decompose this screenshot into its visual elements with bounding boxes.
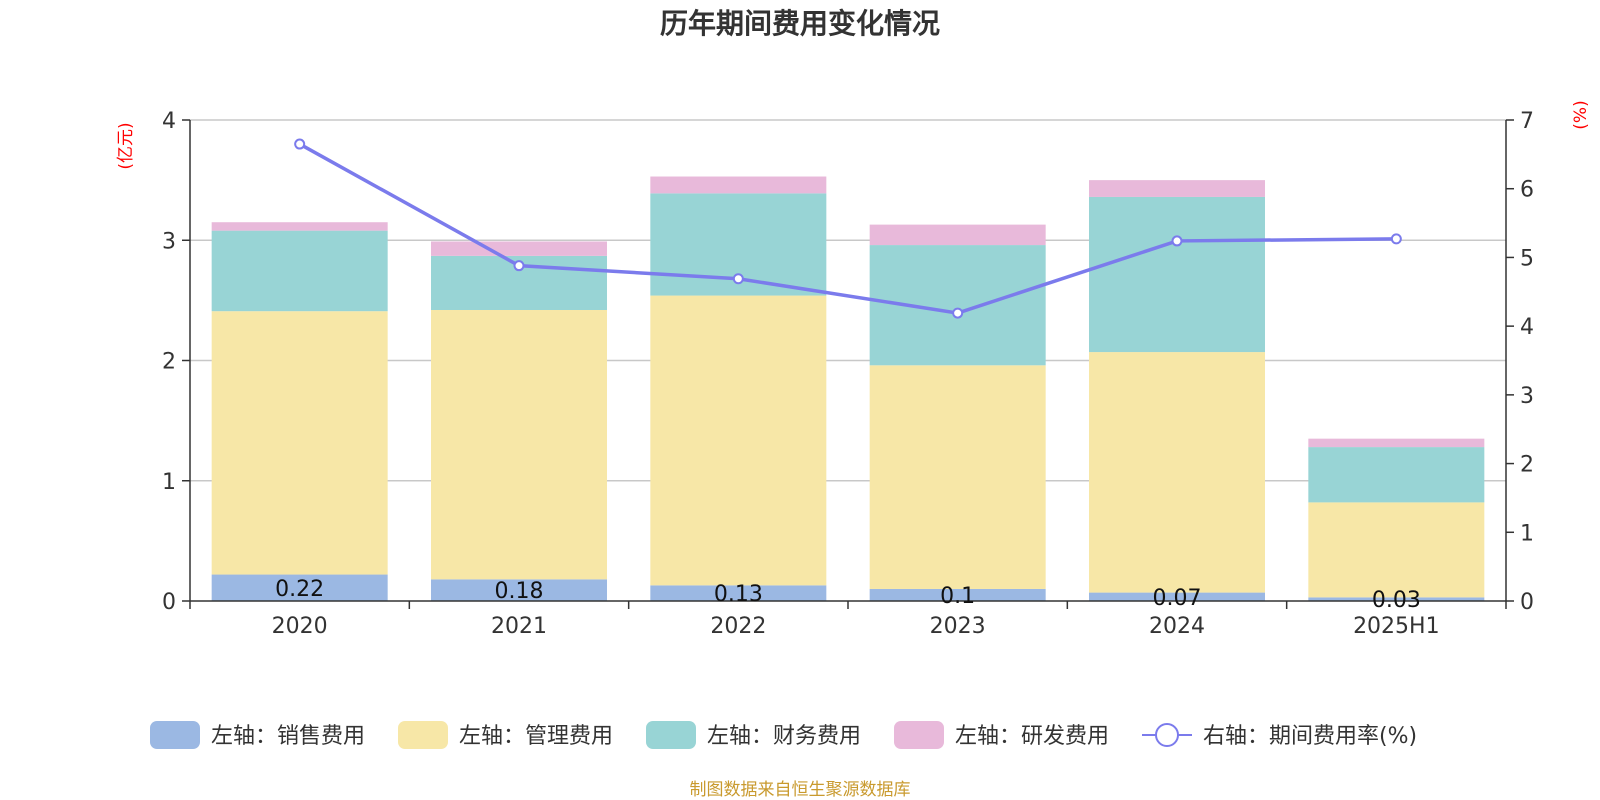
bar-segment (650, 585, 827, 601)
legend-label: 左轴：研发费用 (955, 724, 1109, 749)
right-tick-label: 3 (1520, 384, 1534, 409)
legend-swatch (894, 721, 944, 749)
x-tick-label: 2023 (930, 614, 986, 639)
x-tick-label: 2024 (1149, 614, 1205, 639)
bar-segment (869, 224, 1046, 246)
right-tick-label: 6 (1520, 178, 1534, 203)
left-tick-label: 2 (162, 350, 176, 375)
x-tick-label: 2022 (710, 614, 766, 639)
bar-segment (1089, 352, 1265, 593)
bar-data-label: 0.13 (714, 582, 763, 607)
bar-segment (1308, 447, 1485, 503)
x-tick-label: 2025H1 (1353, 614, 1440, 639)
right-tick-label: 5 (1520, 246, 1534, 271)
rate-point (294, 138, 306, 150)
legend-label: 左轴：财务费用 (707, 724, 861, 749)
legend-marker (1155, 723, 1179, 747)
bar-segment (1308, 502, 1485, 598)
right-tick-label: 4 (1520, 315, 1534, 340)
bar-data-label: 0.03 (1372, 588, 1421, 613)
rate-point (952, 307, 964, 319)
left-tick-label: 1 (162, 470, 176, 495)
rate-line-path (298, 142, 1397, 315)
legend: 左轴：销售费用 左轴：管理费用 左轴：财务费用 左轴：研发费用 右轴：期间费用率(%) (150, 721, 1417, 749)
rate-point (513, 260, 525, 272)
bar-segment (211, 574, 388, 601)
data-labels: 0.22 0.18 0.13 0.1 0.07 0.03 (275, 577, 1421, 613)
x-tick-label: 2021 (491, 614, 547, 639)
bar-data-label: 0.22 (275, 577, 324, 602)
right-axis-unit: (%) (1571, 100, 1591, 129)
bar-segment (431, 241, 607, 256)
gridlines (190, 119, 1506, 482)
right-tick-label: 0 (1520, 590, 1534, 615)
bar-segment (1089, 180, 1265, 197)
bars (211, 176, 1485, 601)
bar-segment (650, 176, 827, 194)
right-tick-label: 2 (1520, 453, 1534, 478)
left-axis-unit: (亿元) (116, 122, 136, 169)
legend-label: 左轴：管理费用 (459, 724, 613, 749)
bar-segment (1089, 196, 1265, 353)
legend-swatch (150, 721, 200, 749)
rate-point (732, 273, 744, 285)
bar-data-label: 0.18 (495, 579, 544, 604)
left-tick-label: 3 (162, 229, 176, 254)
bar-segment (211, 222, 388, 231)
rate-point (1171, 235, 1183, 247)
bar-segment (1308, 597, 1485, 601)
bar-segment (211, 230, 388, 312)
bar-data-label: 0.07 (1153, 586, 1202, 611)
rate-point (1390, 233, 1402, 245)
axes: 0 1 2 3 4 0 1 2 3 4 5 6 7 2020 2021 2022 2023 2024 2025H1 (162, 109, 1534, 639)
right-tick-label: 7 (1520, 109, 1534, 134)
chart-title: 历年期间费用变化情况 (660, 7, 940, 40)
bar-segment (431, 579, 607, 601)
bar-segment (1308, 438, 1485, 448)
bar-segment (1089, 592, 1265, 601)
bar-segment (869, 365, 1046, 589)
bar-segment (650, 295, 827, 586)
left-tick-label: 4 (162, 109, 176, 134)
rate-line (294, 138, 1402, 319)
legend-label: 右轴：期间费用率(%) (1203, 724, 1417, 749)
legend-label: 左轴：销售费用 (211, 724, 365, 749)
bar-segment (211, 311, 388, 575)
x-tick-label: 2020 (272, 614, 328, 639)
legend-swatch (646, 721, 696, 749)
source-note: 制图数据来自恒生聚源数据库 (690, 780, 911, 800)
right-tick-label: 1 (1520, 521, 1534, 546)
bar-segment (431, 309, 607, 580)
left-tick-label: 0 (162, 590, 176, 615)
bar-segment (869, 588, 1046, 601)
bar-data-label: 0.1 (940, 584, 975, 609)
legend-swatch (398, 721, 448, 749)
